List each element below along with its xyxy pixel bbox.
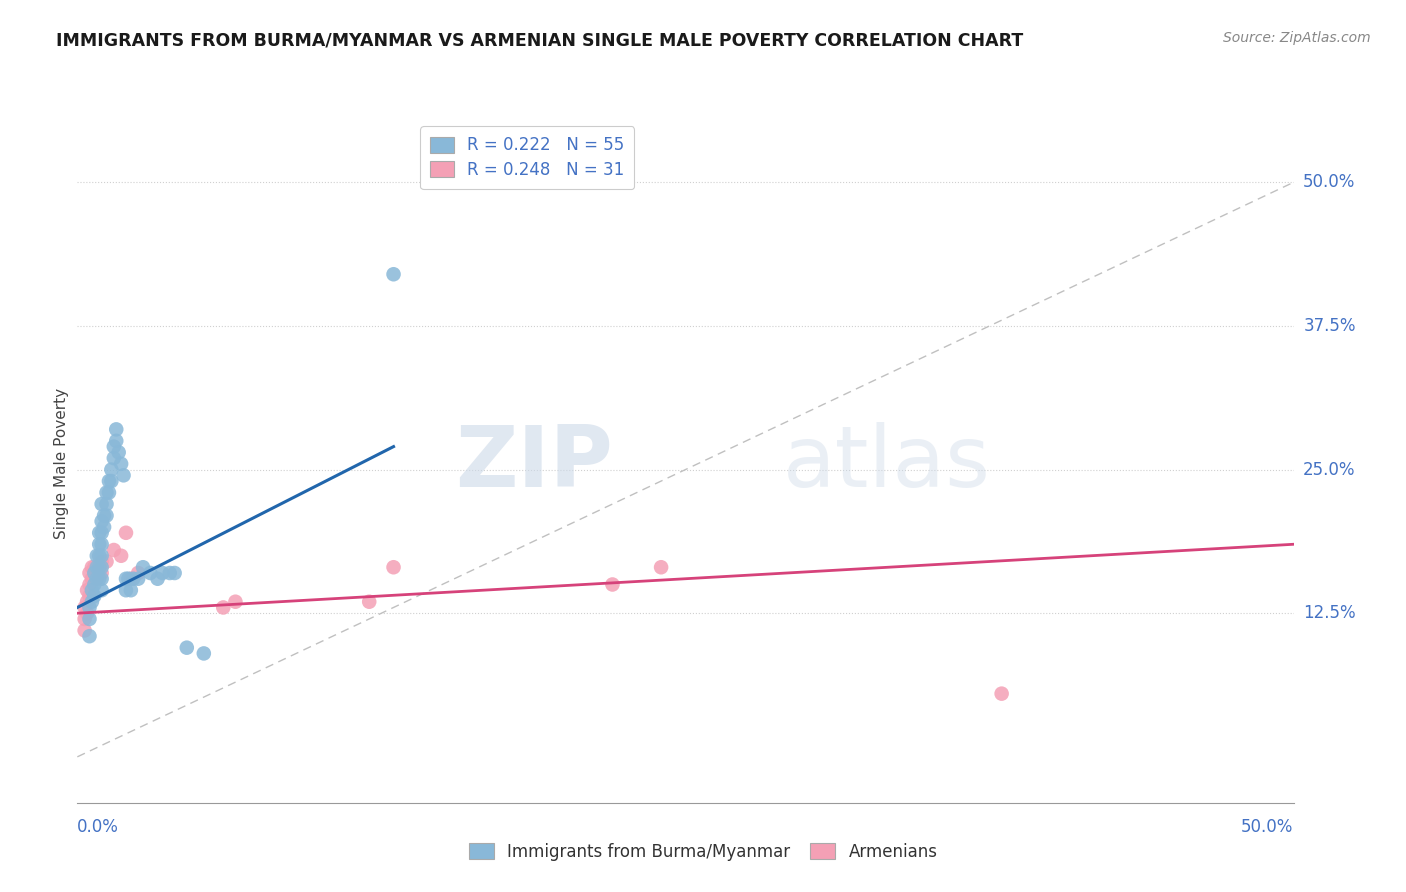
Point: [86, 572, 108, 586]
Point: [115, 572, 138, 586]
Point: [83, 560, 105, 574]
Point: [103, 451, 125, 466]
Point: [80, 572, 103, 586]
Point: [120, 583, 142, 598]
Point: [107, 445, 129, 459]
Point: [89, 549, 111, 563]
Point: [93, 508, 115, 523]
Text: 25.0%: 25.0%: [1303, 460, 1355, 479]
Point: [79, 612, 101, 626]
Point: [73, 612, 96, 626]
Point: [105, 434, 128, 448]
Text: ZIP: ZIP: [454, 422, 613, 506]
Point: [86, 572, 108, 586]
Point: [79, 589, 101, 603]
Point: [86, 549, 108, 563]
Point: [139, 566, 162, 580]
Point: [80, 595, 103, 609]
Legend: Immigrants from Burma/Myanmar, Armenians: Immigrants from Burma/Myanmar, Armenians: [463, 837, 943, 868]
Point: [159, 566, 181, 580]
Point: [79, 566, 101, 580]
Point: [602, 577, 624, 591]
Point: [163, 566, 186, 580]
Point: [76, 606, 98, 620]
Point: [86, 560, 108, 574]
Text: 0.0%: 0.0%: [77, 818, 120, 836]
Point: [105, 422, 128, 436]
Point: [83, 589, 105, 603]
Point: [86, 560, 108, 574]
Legend: R = 0.222   N = 55, R = 0.248   N = 31: R = 0.222 N = 55, R = 0.248 N = 31: [420, 127, 634, 189]
Y-axis label: Single Male Poverty: Single Male Poverty: [53, 388, 69, 540]
Point: [96, 485, 118, 500]
Point: [89, 525, 111, 540]
Text: IMMIGRANTS FROM BURMA/MYANMAR VS ARMENIAN SINGLE MALE POVERTY CORRELATION CHART: IMMIGRANTS FROM BURMA/MYANMAR VS ARMENIA…: [56, 31, 1024, 49]
Point: [89, 560, 111, 574]
Point: [359, 595, 381, 609]
Point: [115, 525, 138, 540]
Point: [122, 572, 145, 586]
Point: [127, 572, 149, 586]
Point: [103, 440, 125, 454]
Point: [127, 566, 149, 580]
Point: [89, 560, 111, 574]
Point: [76, 583, 98, 598]
Point: [90, 549, 112, 563]
Point: [103, 543, 125, 558]
Point: [193, 647, 215, 661]
Point: [152, 566, 174, 580]
Point: [110, 549, 132, 563]
Point: [146, 572, 169, 586]
Point: [96, 554, 118, 568]
Point: [132, 560, 155, 574]
Point: [120, 572, 142, 586]
Point: [224, 595, 246, 609]
Point: [176, 640, 198, 655]
Point: [112, 468, 135, 483]
Text: 50.0%: 50.0%: [1241, 818, 1294, 836]
Point: [73, 600, 96, 615]
Text: Source: ZipAtlas.com: Source: ZipAtlas.com: [1223, 31, 1371, 45]
Point: [89, 537, 111, 551]
Point: [79, 629, 101, 643]
Point: [100, 462, 122, 476]
Text: atlas: atlas: [783, 422, 991, 506]
Point: [79, 577, 101, 591]
Point: [73, 624, 96, 638]
Point: [83, 572, 105, 586]
Point: [80, 583, 103, 598]
Point: [990, 687, 1012, 701]
Point: [90, 537, 112, 551]
Point: [90, 554, 112, 568]
Point: [90, 514, 112, 528]
Point: [76, 595, 98, 609]
Point: [97, 474, 120, 488]
Point: [93, 520, 115, 534]
Point: [110, 457, 132, 471]
Point: [79, 600, 101, 615]
Point: [382, 560, 405, 574]
Point: [90, 525, 112, 540]
Point: [97, 485, 120, 500]
Point: [83, 566, 105, 580]
Point: [382, 267, 405, 281]
Text: 50.0%: 50.0%: [1303, 173, 1355, 191]
Point: [90, 572, 112, 586]
Point: [100, 474, 122, 488]
Point: [212, 600, 235, 615]
Point: [90, 497, 112, 511]
Point: [83, 577, 105, 591]
Point: [115, 583, 138, 598]
Point: [96, 508, 118, 523]
Point: [96, 497, 118, 511]
Point: [90, 583, 112, 598]
Point: [90, 560, 112, 574]
Point: [650, 560, 672, 574]
Point: [90, 566, 112, 580]
Point: [117, 572, 139, 586]
Text: 12.5%: 12.5%: [1303, 604, 1355, 623]
Point: [80, 560, 103, 574]
Text: 37.5%: 37.5%: [1303, 317, 1355, 335]
Point: [89, 572, 111, 586]
